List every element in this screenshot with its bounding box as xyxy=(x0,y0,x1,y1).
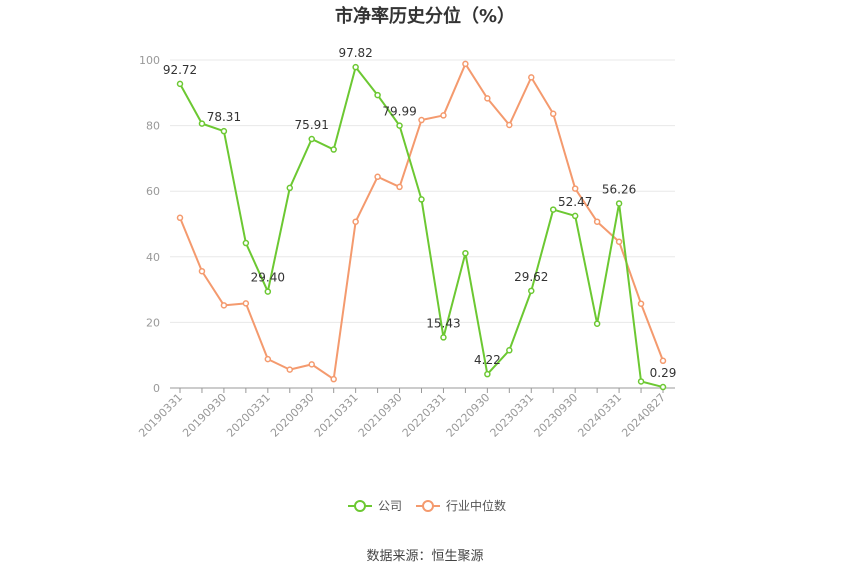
data-point xyxy=(593,320,601,327)
x-tick-label: 20230930 xyxy=(532,391,581,440)
data-point xyxy=(264,355,272,363)
data-point xyxy=(659,357,667,365)
grid-lines xyxy=(170,59,675,323)
data-point xyxy=(176,214,184,222)
source-note: 数据来源：恒生聚源 xyxy=(366,549,484,564)
data-point xyxy=(418,116,425,124)
data-point xyxy=(615,200,623,207)
x-tick-label: 20240331 xyxy=(575,391,624,440)
data-point xyxy=(242,239,250,247)
data-point xyxy=(396,122,403,129)
data-point xyxy=(286,184,294,192)
legend-marker xyxy=(422,500,434,512)
y-tick-label: 0 xyxy=(153,382,160,395)
data-point xyxy=(198,120,206,127)
data-point xyxy=(659,383,667,391)
y-tick-label: 40 xyxy=(146,251,160,264)
data-point xyxy=(549,206,557,213)
data-point xyxy=(242,300,250,307)
chart-title: 市净率历史分位（%） xyxy=(334,6,516,27)
data-point xyxy=(440,334,447,341)
legend-label: 行业中位数 xyxy=(446,498,506,513)
legend-marker xyxy=(354,500,366,512)
data-point xyxy=(528,287,535,295)
x-tick-label: 20200930 xyxy=(268,391,317,440)
x-tick-label: 20210331 xyxy=(312,391,361,440)
data-point xyxy=(330,375,337,383)
y-tick-label: 20 xyxy=(146,316,160,329)
legend-item-industry: 行业中位数 xyxy=(416,498,506,513)
data-point xyxy=(308,135,315,143)
data-point xyxy=(528,74,535,81)
data-point xyxy=(220,302,228,309)
data-label: 79.99 xyxy=(382,105,416,119)
data-point xyxy=(462,249,469,257)
data-labels: 92.72 78.31 29.40 75.91 97.82 79.99 15.43 4.22 2… xyxy=(163,46,677,380)
data-point xyxy=(374,91,381,99)
data-point xyxy=(198,267,206,275)
data-point xyxy=(637,378,645,385)
data-point xyxy=(440,112,447,119)
x-tick-label: 20200331 xyxy=(224,391,273,440)
data-point xyxy=(549,110,557,118)
data-point xyxy=(418,196,425,203)
x-tick-label: 20210930 xyxy=(356,391,405,440)
data-label: 92.72 xyxy=(163,63,197,77)
data-point xyxy=(286,366,294,373)
data-point xyxy=(637,300,645,307)
data-label: 75.91 xyxy=(295,118,329,132)
data-point xyxy=(308,361,315,368)
data-point xyxy=(571,212,579,220)
data-point xyxy=(462,60,469,68)
data-label: 29.40 xyxy=(251,271,285,285)
data-label: 4.22 xyxy=(474,353,501,367)
data-point xyxy=(352,218,359,225)
data-label: 15.43 xyxy=(426,316,460,330)
y-tick-label: 80 xyxy=(146,120,160,133)
data-point xyxy=(593,218,601,225)
data-point xyxy=(396,183,403,191)
data-point xyxy=(484,370,491,378)
x-tick-label: 20240827 xyxy=(619,391,668,440)
series-line-industry xyxy=(179,62,664,381)
x-tick-label: 20220930 xyxy=(444,391,493,440)
x-tick-label: 20220331 xyxy=(400,391,449,440)
legend: 公司 行业中位数 xyxy=(348,498,506,513)
series-line-company xyxy=(179,66,664,389)
data-point xyxy=(330,146,337,153)
x-tick-label: 20230331 xyxy=(488,391,537,440)
legend-label: 公司 xyxy=(378,499,402,513)
y-tick-label: 60 xyxy=(146,185,160,198)
series xyxy=(176,60,667,391)
data-point xyxy=(220,127,228,135)
data-point xyxy=(506,121,513,129)
data-point xyxy=(506,347,513,354)
data-label: 29.62 xyxy=(514,270,548,284)
data-point xyxy=(374,173,381,181)
x-tick-label: 20190930 xyxy=(180,391,229,440)
data-label: 56.26 xyxy=(602,182,636,196)
y-tick-label: 100 xyxy=(139,54,160,67)
data-label: 78.31 xyxy=(207,110,241,124)
data-point xyxy=(176,80,184,88)
x-tick-label: 20190331 xyxy=(136,391,185,440)
legend-item-company: 公司 xyxy=(348,499,402,513)
data-point xyxy=(352,63,359,71)
data-label: 0.29 xyxy=(650,366,677,380)
data-point xyxy=(615,238,623,245)
data-label: 52.47 xyxy=(558,195,592,209)
data-label: 97.82 xyxy=(338,46,372,60)
data-point xyxy=(484,95,491,102)
data-point xyxy=(571,185,579,192)
data-point xyxy=(264,288,272,295)
